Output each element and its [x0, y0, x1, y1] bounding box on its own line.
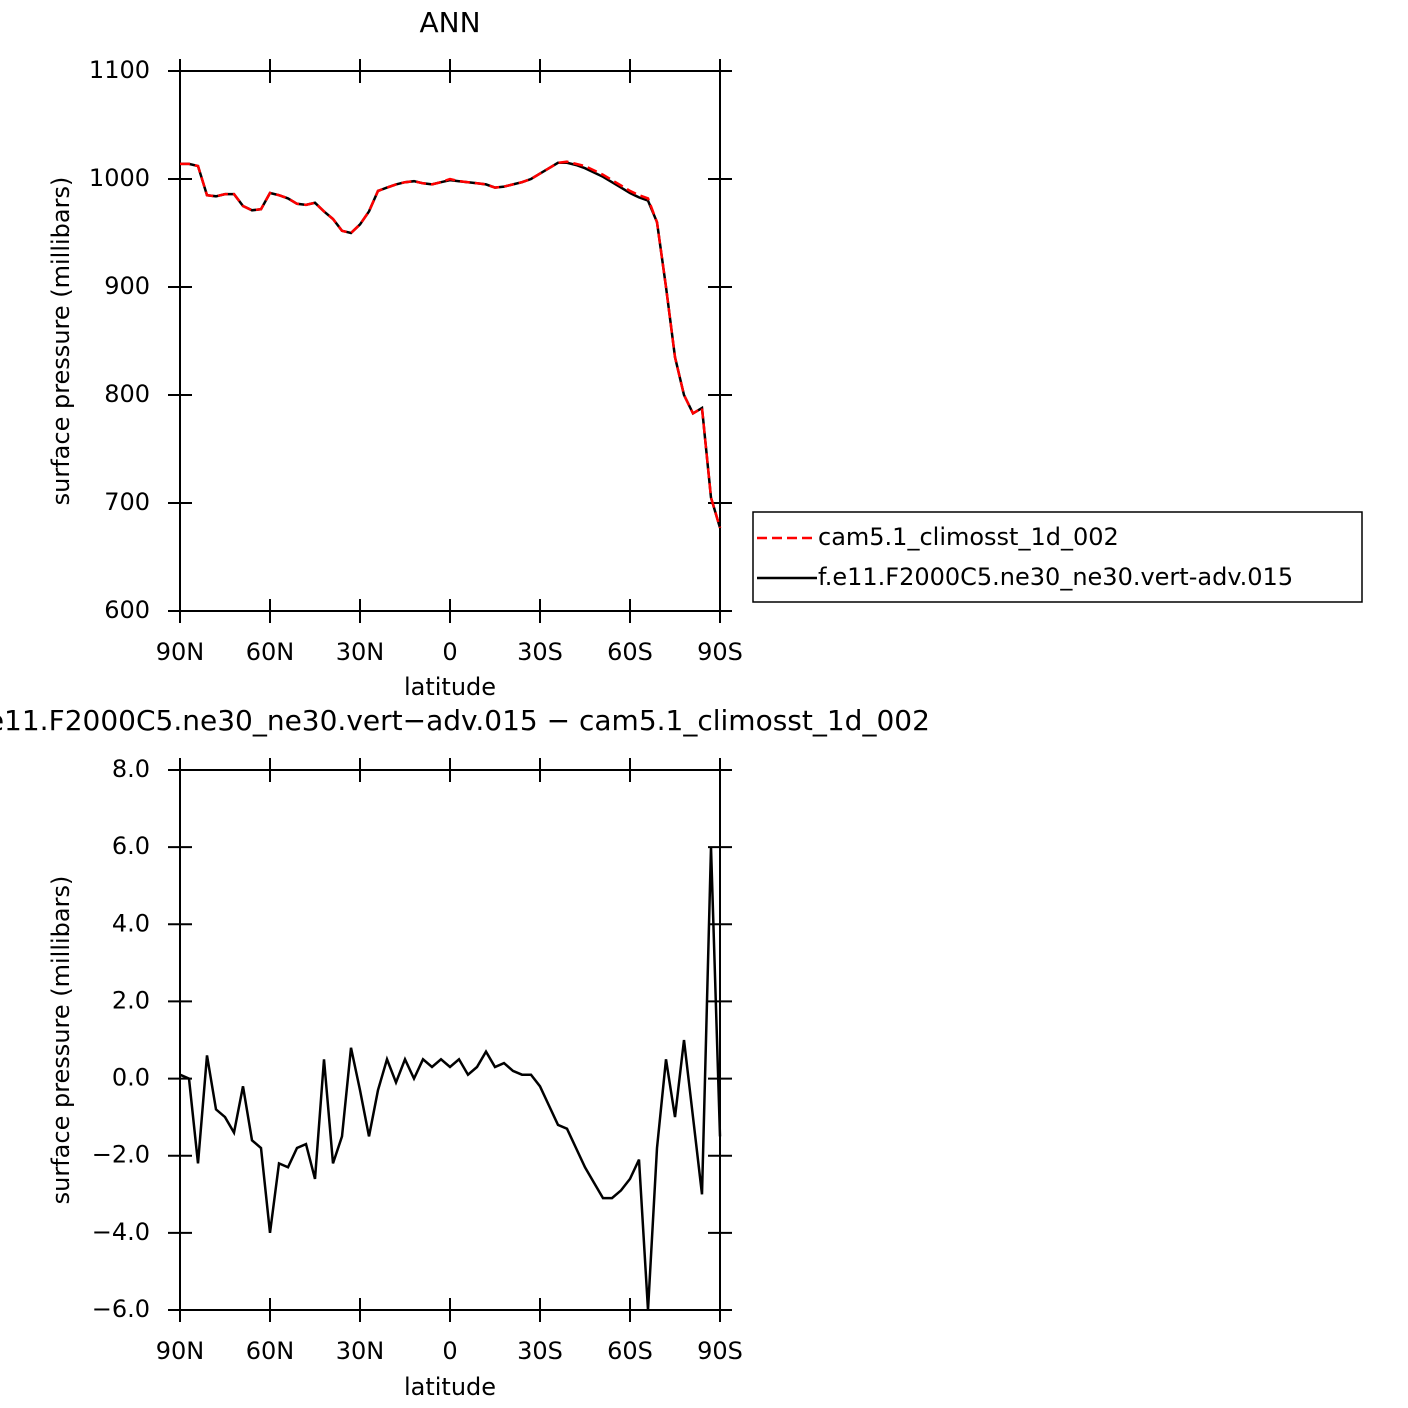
x-tick-label: 90S: [697, 638, 743, 666]
chart-title: f.e11.F2000C5.ne30_ne30.vert−adv.015 − c…: [0, 704, 930, 737]
legend-label: f.e11.F2000C5.ne30_ne30.vert-adv.015: [818, 563, 1293, 591]
x-tick-label: 30S: [517, 1337, 563, 1365]
x-tick-label: 60S: [607, 638, 653, 666]
y-tick-label: 900: [104, 272, 150, 300]
x-tick-label: 90N: [156, 1337, 205, 1365]
y-tick-label: 6.0: [112, 832, 150, 860]
y-tick-label: 2.0: [112, 986, 150, 1014]
y-tick-label: 800: [104, 380, 150, 408]
legend-box: [752, 511, 1363, 603]
x-tick-label: 0: [442, 638, 457, 666]
plot-frame: [179, 70, 721, 612]
x-tick-label: 30N: [336, 1337, 385, 1365]
y-tick-label: 0.0: [112, 1064, 150, 1092]
y-tick-label: −4.0: [92, 1218, 150, 1246]
x-axis-label: latitude: [404, 673, 496, 701]
plot-frame: [179, 769, 721, 1311]
x-tick-label: 30S: [517, 638, 563, 666]
x-tick-label: 90S: [697, 1337, 743, 1365]
y-axis-label: surface pressure (millibars): [47, 876, 75, 1205]
x-tick-label: 90N: [156, 638, 205, 666]
x-tick-label: 60N: [246, 1337, 295, 1365]
data-line: [179, 847, 722, 1311]
x-tick-label: 30N: [336, 638, 385, 666]
legend-label: cam5.1_climosst_1d_002: [818, 523, 1119, 551]
y-tick-label: 600: [104, 596, 150, 624]
chart-title: ANN: [419, 6, 480, 39]
y-tick-label: 1100: [89, 56, 150, 84]
y-tick-label: 1000: [89, 164, 150, 192]
x-tick-label: 60S: [607, 1337, 653, 1365]
data-line: [180, 161, 722, 529]
y-axis-label: surface pressure (millibars): [47, 177, 75, 506]
y-tick-label: 700: [104, 488, 150, 516]
x-axis-label: latitude: [404, 1373, 496, 1401]
y-tick-label: 8.0: [112, 755, 150, 783]
y-tick-label: 4.0: [112, 909, 150, 937]
x-tick-label: 0: [442, 1337, 457, 1365]
data-line: [180, 160, 722, 529]
y-tick-label: −6.0: [92, 1295, 150, 1323]
y-tick-label: −2.0: [92, 1141, 150, 1169]
x-tick-label: 60N: [246, 638, 295, 666]
